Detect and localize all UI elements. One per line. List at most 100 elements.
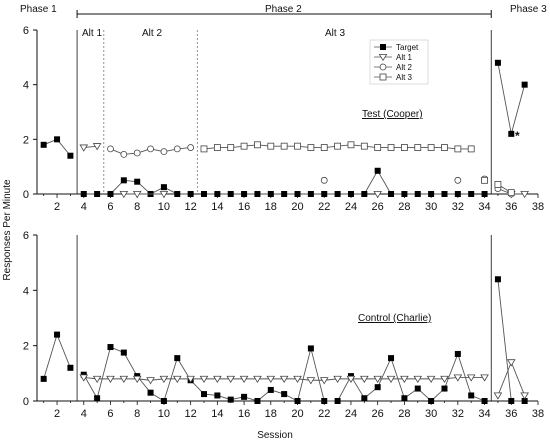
point-alt-1	[440, 375, 449, 384]
point-alt-3	[387, 144, 395, 151]
point-alt-3	[427, 144, 435, 151]
x-tick-label: 24	[345, 408, 357, 420]
point-target	[374, 384, 381, 391]
x-tick-label: 2	[54, 408, 60, 420]
legend-label-target: Target	[396, 43, 419, 52]
point-target	[227, 191, 234, 197]
y-tick-label: 4	[23, 80, 29, 92]
point-target	[160, 184, 167, 191]
point-target	[254, 398, 261, 404]
phase-1-label: Phase 1	[20, 4, 57, 15]
point-alt-1	[306, 377, 316, 385]
phase-3-label: Phase 3	[510, 4, 547, 15]
point-target	[241, 393, 248, 400]
point-target	[361, 191, 368, 197]
x-tick-label: 14	[211, 201, 223, 213]
point-target	[334, 398, 341, 404]
point-target	[468, 191, 475, 197]
point-target	[321, 191, 328, 197]
point-target	[281, 391, 288, 398]
point-target	[54, 331, 61, 338]
point-alt-1	[92, 375, 102, 384]
point-alt-1	[79, 144, 89, 152]
x-tick-label: 26	[372, 201, 384, 213]
point-alt-1	[386, 375, 396, 384]
point-alt-1	[453, 374, 463, 382]
point-target	[414, 385, 421, 392]
legend-marker-alt-3	[379, 73, 387, 81]
y-tick-label: 2	[23, 134, 29, 146]
point-target	[521, 398, 528, 404]
x-tick-label: 18	[265, 201, 277, 213]
point-alt-3	[267, 142, 275, 150]
point-target	[294, 398, 301, 404]
phase-2-label: Phase 2	[265, 4, 302, 15]
y-tick-label: 0	[23, 189, 29, 201]
point-target	[94, 191, 101, 197]
point-alt-3	[400, 144, 408, 151]
point-alt-1	[119, 375, 129, 384]
point-alt-1	[293, 375, 302, 384]
point-alt-1	[79, 374, 89, 382]
point-alt-1	[346, 375, 356, 384]
condition-label-alt2: Alt 2	[142, 28, 162, 39]
point-alt-1	[92, 143, 102, 151]
point-alt-1	[360, 375, 369, 384]
x-tick-label: 6	[107, 408, 113, 420]
point-target	[307, 191, 314, 197]
point-alt-1	[213, 375, 222, 384]
point-alt-1	[132, 375, 142, 384]
point-alt-1	[493, 392, 503, 400]
x-tick-label: 14	[211, 408, 223, 420]
point-alt-2	[187, 144, 195, 151]
point-target	[67, 152, 74, 159]
point-target	[468, 392, 475, 399]
point-target	[80, 191, 87, 197]
point-target	[107, 191, 114, 197]
point-target	[361, 395, 368, 402]
legend-label-alt3: Alt 3	[396, 73, 413, 82]
point-alt-1	[199, 375, 209, 384]
legend-label-alt1: Alt 1	[396, 53, 413, 62]
point-alt-3	[494, 181, 502, 188]
point-alt-2	[320, 176, 328, 184]
point-alt-3	[507, 189, 515, 197]
series-line-target	[43, 333, 71, 379]
point-target	[508, 130, 515, 137]
point-alt-1	[159, 375, 169, 384]
x-tick-label: 4	[81, 408, 87, 420]
x-tick-label: 8	[134, 201, 140, 213]
point-target	[120, 177, 127, 184]
point-alt-1	[226, 375, 236, 384]
legend-label-alt2: Alt 2	[396, 63, 413, 72]
point-target	[481, 398, 488, 404]
point-alt-3	[467, 145, 475, 153]
x-tick-label: 20	[291, 201, 303, 213]
point-target	[201, 391, 207, 398]
point-alt-1	[373, 375, 382, 384]
point-target	[281, 191, 288, 197]
point-alt-3	[240, 142, 248, 150]
point-alt-3	[294, 142, 301, 150]
point-alt-1	[506, 359, 516, 367]
point-alt-3	[307, 144, 315, 151]
point-alt-1	[400, 375, 409, 384]
legend-marker-alt-1	[378, 54, 388, 62]
point-target	[134, 178, 141, 185]
point-target	[494, 59, 501, 66]
point-alt-1	[413, 375, 423, 384]
point-alt-2	[147, 145, 154, 153]
legend-marker-alt-2	[379, 63, 387, 71]
point-alt-3	[454, 145, 462, 153]
point-target	[428, 398, 435, 404]
panel-label-test: Test (Cooper)	[362, 109, 423, 120]
point-target	[120, 349, 127, 356]
x-axis-title: Session	[257, 430, 293, 441]
point-alt-3	[227, 144, 235, 151]
x-tick-label: 12	[185, 408, 197, 420]
point-alt-1	[333, 375, 342, 384]
point-target	[94, 395, 101, 402]
series-line-target	[497, 279, 525, 402]
